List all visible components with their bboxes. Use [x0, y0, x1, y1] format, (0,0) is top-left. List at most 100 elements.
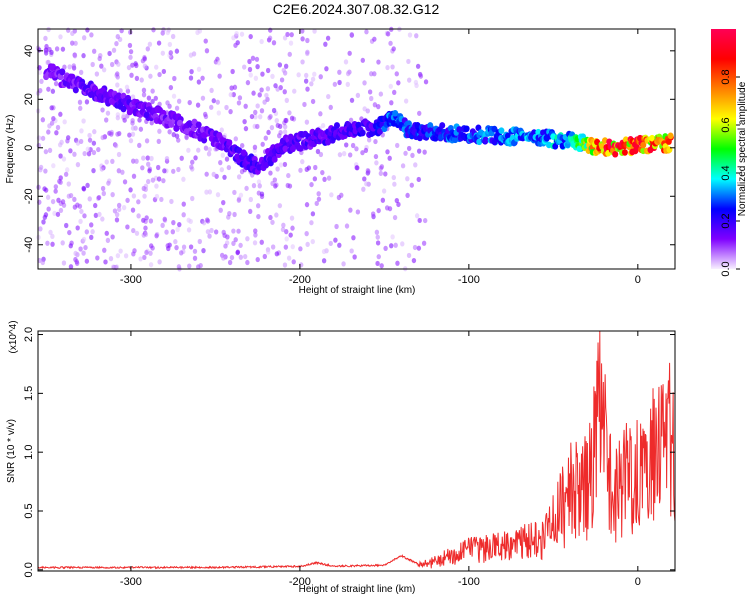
spectrogram-noise-cell — [282, 124, 288, 130]
spectrogram-noise-cell — [322, 176, 327, 182]
spectrogram-noise-cell — [176, 166, 181, 173]
spectrogram-noise-cell — [65, 138, 70, 144]
x-tick-label: -300 — [120, 274, 142, 286]
spectrogram-noise-cell — [174, 245, 179, 251]
spectrogram-noise-cell — [36, 184, 41, 190]
spectrogram-noise-cell — [217, 73, 222, 79]
spectrogram-noise-cell — [109, 131, 114, 137]
spectrogram-noise-cell — [229, 85, 234, 91]
spectrogram-noise-cell — [304, 202, 310, 208]
spectrogram-noise-cell — [131, 227, 136, 234]
spectrogram-noise-cell — [265, 96, 270, 102]
spectrogram-noise-cell — [156, 40, 162, 46]
spectrogram-noise-cell — [86, 151, 92, 157]
spectrogram-noise-cell — [175, 226, 180, 233]
spectrogram-noise-cell — [284, 236, 289, 242]
spectrogram-noise-cell — [259, 239, 264, 245]
spectrogram-noise-cell — [262, 253, 268, 260]
spectrogram-noise-cell — [78, 218, 83, 224]
spectrogram-noise-cell — [197, 238, 202, 245]
spectrogram-noise-cell — [196, 79, 202, 85]
spectrogram-noise-cell — [316, 191, 321, 197]
spectrogram-noise-cell — [275, 122, 281, 129]
spectrogram-noise-cell — [154, 233, 159, 239]
spectrogram-noise-cell — [145, 155, 150, 161]
spectrogram-noise-cell — [101, 67, 107, 73]
spectrogram-noise-cell — [415, 63, 421, 69]
spectrogram-noise-cell — [337, 152, 343, 158]
spectrogram-noise-cell — [154, 183, 159, 189]
spectrogram-noise-cell — [58, 34, 63, 40]
spectrogram-noise-cell — [58, 175, 63, 181]
spectrogram-noise-cell — [249, 113, 255, 120]
spectrogram-noise-cell — [325, 35, 331, 41]
spectrogram-noise-cell — [114, 41, 119, 47]
spectrogram-noise-cell — [283, 244, 289, 250]
spectrogram-noise-cell — [339, 192, 344, 198]
spectrogram-noise-cell — [114, 212, 120, 218]
spectrogram-noise-cell — [111, 47, 117, 53]
spectrogram-noise-cell — [140, 58, 146, 64]
spectrogram-noise-cell — [66, 193, 72, 199]
spectrogram-ridge-cell — [612, 150, 619, 158]
spectrogram-noise-cell — [352, 254, 357, 260]
spectrogram-noise-cell — [215, 99, 220, 105]
spectrogram-noise-cell — [87, 137, 93, 143]
spectrogram-noise-cell — [51, 163, 56, 169]
spectrogram-noise-cell — [381, 188, 387, 194]
spectrogram-noise-cell — [38, 226, 43, 232]
spectrogram-ridge-cell — [49, 64, 56, 71]
y-tick-label: 2.0 — [23, 327, 35, 342]
spectrogram-noise-cell — [332, 81, 338, 87]
spectrogram-noise-cell — [281, 222, 286, 228]
spectrogram-ridge-cell — [282, 145, 289, 153]
spectrogram-noise-cell — [366, 137, 372, 143]
spectrogram-noise-cell — [407, 32, 413, 38]
spectrogram-noise-cell — [96, 194, 102, 201]
spectrogram-noise-cell — [156, 138, 161, 144]
x-tick-label: 0 — [635, 576, 641, 588]
spectrogram-noise-cell — [138, 256, 143, 262]
spectrogram-noise-cell — [282, 262, 288, 268]
spectrogram-noise-cell — [411, 257, 417, 264]
spectrogram-ridge-cell — [667, 132, 674, 140]
spectrogram-noise-cell — [257, 183, 262, 189]
spectrogram-noise-cell — [84, 229, 90, 235]
spectrogram-noise-cell — [104, 230, 109, 236]
spectrogram-noise-cell — [150, 98, 155, 105]
spectrogram-noise-cell — [85, 146, 91, 152]
spectrogram-noise-cell — [148, 218, 154, 224]
spectrogram-noise-cell — [219, 127, 224, 133]
spectrogram-noise-cell — [146, 161, 151, 167]
spectrogram-noise-cell — [46, 129, 51, 135]
spectrogram-noise-cell — [233, 237, 238, 243]
spectrogram-noise-cell — [414, 82, 419, 89]
spectrogram-noise-cell — [171, 132, 176, 138]
spectrogram-noise-cell — [265, 86, 271, 92]
spectrogram-noise-cell — [125, 197, 130, 203]
spectrogram-noise-cell — [128, 29, 133, 35]
spectrogram-noise-cell — [131, 193, 137, 199]
spectrogram-noise-cell — [422, 217, 428, 224]
spectrogram-noise-cell — [355, 209, 361, 215]
spectrogram-noise-cell — [122, 179, 128, 185]
colorbar-gradient — [711, 29, 736, 269]
spectrogram-ridge-cell — [416, 134, 423, 142]
spectrogram-noise-cell — [91, 48, 97, 54]
spectrogram-noise-cell — [100, 134, 105, 141]
spectrogram-noise-cell — [58, 111, 63, 117]
colorbar-tick-label: 0.4 — [720, 165, 732, 180]
spectrogram-noise-cell — [248, 33, 253, 40]
spectrogram-noise-cell — [136, 199, 141, 205]
spectrogram-noise-cell — [105, 237, 111, 243]
y-tick-label: 0.0 — [23, 562, 35, 577]
spectrogram-noise-cell — [78, 105, 83, 111]
spectrogram-noise-cell — [99, 166, 105, 172]
spectrogram-ridge-cell — [482, 136, 489, 144]
spectrogram-noise-cell — [63, 171, 69, 177]
spectrogram-noise-cell — [72, 151, 77, 157]
spectrogram-noise-cell — [89, 234, 94, 240]
spectrogram-ridge-cell — [576, 145, 583, 153]
spectrogram-ridge-cell — [594, 138, 601, 146]
spectrogram-noise-cell — [255, 64, 260, 70]
